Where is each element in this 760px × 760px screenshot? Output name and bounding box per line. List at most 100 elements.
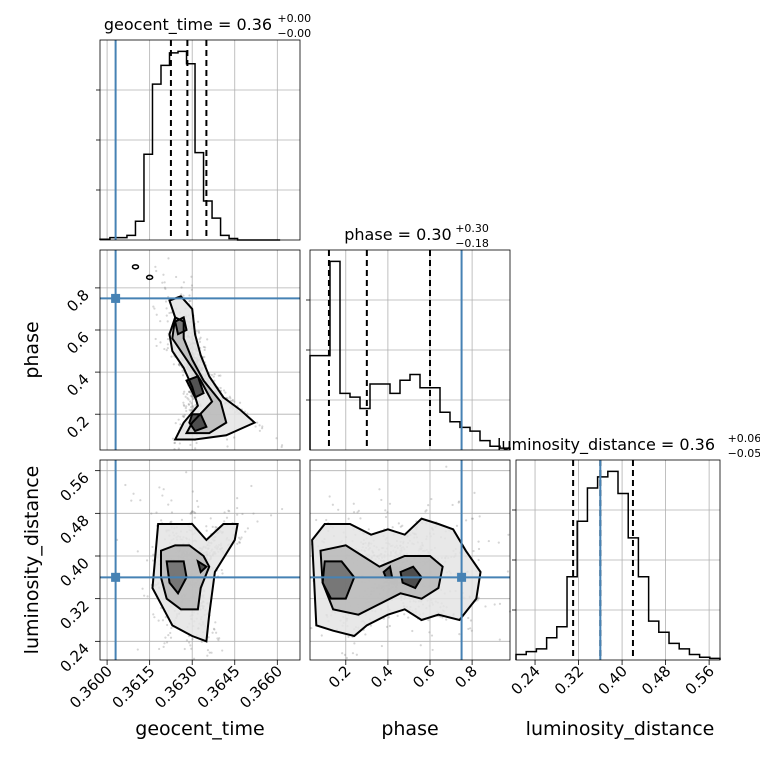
sample-point	[171, 437, 175, 440]
sample-point	[269, 514, 273, 517]
sample-point	[190, 284, 194, 287]
sample-point	[177, 418, 180, 421]
hist-panel-phase: phase = 0.30 +0.30 −0.18	[306, 222, 511, 451]
contour-line	[188, 413, 208, 433]
sample-point	[183, 647, 186, 651]
contour-line	[196, 559, 209, 574]
sample-point	[493, 603, 496, 606]
sample-point	[189, 409, 192, 412]
sample-point	[183, 413, 186, 417]
sample-point	[160, 519, 163, 522]
sample-point	[445, 465, 448, 468]
sample-point	[189, 299, 192, 303]
sample-point	[178, 442, 181, 445]
truth-marker	[111, 572, 121, 582]
sample-point	[387, 616, 391, 619]
sample-point	[467, 627, 470, 631]
sample-point	[246, 527, 250, 530]
sample-point	[191, 490, 194, 493]
sample-point	[190, 288, 193, 291]
sample-point	[178, 364, 181, 367]
sample-point	[169, 636, 173, 639]
sample-point	[497, 541, 500, 544]
contour-line	[321, 560, 356, 600]
density-fill	[322, 561, 355, 599]
sample-point	[451, 503, 454, 507]
sample-point	[347, 635, 350, 638]
sample-point	[170, 355, 173, 358]
sample-point	[155, 313, 158, 316]
sample-point	[275, 437, 278, 440]
sample-point	[188, 391, 191, 394]
contour-line	[159, 544, 211, 611]
y-tick-label-luminosity_distance: 0.40	[56, 554, 92, 590]
sample-point	[194, 511, 197, 515]
sample-point	[250, 484, 253, 488]
sample-point	[256, 520, 259, 523]
sample-point	[384, 515, 388, 519]
sample-point	[498, 638, 501, 641]
sample-point	[419, 644, 422, 647]
sample-point	[445, 618, 448, 621]
sample-point	[186, 393, 189, 396]
y-tick-label-luminosity_distance: 0.56	[56, 469, 92, 505]
sample-point	[378, 488, 381, 491]
sample-point	[204, 346, 207, 349]
sample-point	[161, 619, 165, 622]
sample-point	[187, 398, 190, 401]
sample-point	[472, 549, 475, 553]
sample-point	[162, 488, 165, 491]
sample-point	[182, 281, 186, 284]
sample-point	[196, 499, 199, 503]
sample-point	[187, 403, 191, 406]
sample-point	[170, 626, 173, 630]
x-tick-label-phase: 0.8	[451, 662, 481, 692]
sample-point	[159, 341, 162, 344]
sample-point	[223, 511, 226, 514]
sample-point	[353, 642, 356, 645]
sample-point	[190, 408, 193, 411]
sample-point	[185, 639, 189, 642]
sample-point	[188, 641, 191, 644]
sample-point	[213, 372, 216, 376]
sample-point	[477, 540, 480, 543]
sample-point	[219, 386, 222, 390]
sample-point	[163, 286, 167, 289]
x-axis-label-geocent_time: geocent_time	[135, 718, 264, 740]
histogram-luminosity_distance	[515, 470, 721, 660]
sample-point	[166, 623, 169, 627]
sample-point	[213, 628, 216, 631]
sample-point	[166, 320, 169, 323]
sample-point	[184, 395, 187, 398]
sample-point	[427, 504, 430, 507]
sample-point	[351, 652, 355, 655]
sample-point	[241, 512, 244, 516]
sample-point	[399, 525, 402, 528]
sample-point	[236, 497, 239, 500]
sample-point	[151, 545, 154, 549]
sample-point	[469, 627, 472, 630]
sample-point	[190, 510, 194, 513]
sample-point	[164, 300, 168, 303]
sample-point	[143, 594, 146, 597]
sample-point	[424, 510, 427, 513]
sample-point	[163, 642, 166, 645]
x-tick-label-luminosity_distance: 0.48	[638, 662, 674, 698]
sample-point	[189, 394, 192, 397]
sample-point	[280, 444, 284, 447]
sample-point	[206, 649, 210, 652]
sample-point	[403, 613, 406, 616]
sample-point	[157, 619, 160, 622]
sample-point	[205, 525, 208, 528]
sample-point	[385, 625, 389, 628]
sample-point	[177, 447, 180, 450]
panel-frame	[99, 39, 301, 241]
sample-point	[166, 347, 169, 350]
mode-marker	[145, 274, 154, 281]
sample-point	[205, 529, 208, 532]
panel-frame	[99, 459, 301, 661]
sample-point	[325, 518, 328, 522]
sample-point	[193, 511, 196, 514]
sample-point	[236, 542, 239, 545]
sample-point	[197, 505, 200, 508]
